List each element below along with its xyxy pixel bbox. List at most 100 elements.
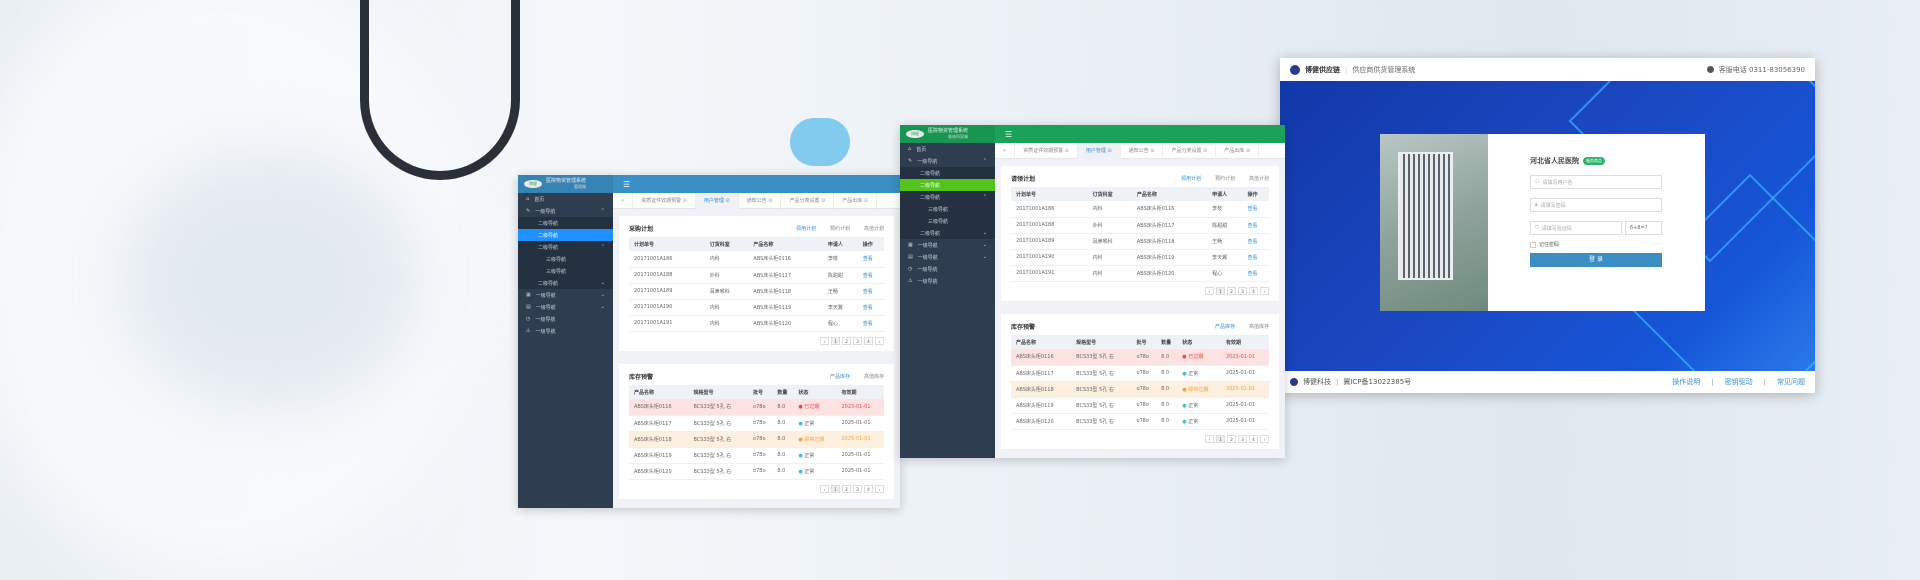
sidebar-item[interactable]: ✎ 一级导航 ⌃ bbox=[900, 155, 995, 167]
tab[interactable]: 通知公告 ⊙ bbox=[739, 192, 782, 209]
page-button[interactable]: 2 bbox=[842, 336, 851, 345]
sidebar-item[interactable]: ▤ 一级导航 ⌄ bbox=[900, 251, 995, 263]
sidebar-item[interactable]: 三级导航 bbox=[518, 253, 613, 265]
page-button[interactable]: ‹ bbox=[820, 484, 829, 493]
tab[interactable]: 产品出库 ⊙ bbox=[834, 192, 878, 209]
card-tab-link[interactable]: 产品库存 bbox=[1214, 323, 1235, 330]
footer-link-faq[interactable]: 常见问题 bbox=[1777, 378, 1805, 386]
page-button[interactable]: 3 bbox=[1238, 434, 1247, 443]
card-tab-link[interactable]: 预约计划 bbox=[829, 225, 850, 232]
sidebar-item[interactable]: ▦ 一级导航 ⌄ bbox=[900, 239, 995, 251]
page-button[interactable]: 1 bbox=[831, 336, 840, 345]
tab-close-icon[interactable]: ⊙ bbox=[1105, 147, 1112, 154]
page-button[interactable]: 4 bbox=[864, 484, 873, 493]
card-tab-link[interactable]: 高值库存 bbox=[1248, 323, 1269, 330]
sidebar-item[interactable]: 二级导航 bbox=[900, 167, 995, 179]
password-input[interactable]: 🔒︎ 请填写密码 bbox=[1530, 198, 1662, 212]
tab-close-icon[interactable]: ⊙ bbox=[723, 197, 730, 204]
tab-close-icon[interactable]: ⊙ bbox=[681, 197, 687, 204]
page-button[interactable]: 1 bbox=[1216, 286, 1225, 295]
page-button[interactable]: 4 bbox=[1249, 434, 1258, 443]
collapse-tabs-icon[interactable]: « bbox=[613, 192, 634, 209]
view-link[interactable]: 查看 bbox=[857, 315, 884, 332]
card-tab-link[interactable]: 高值计划 bbox=[1248, 175, 1269, 182]
tab-close-icon[interactable]: ⊙ bbox=[1244, 147, 1251, 154]
view-link[interactable]: 查看 bbox=[1242, 233, 1269, 250]
tab[interactable]: 产品分类设置 ⊙ bbox=[781, 192, 835, 209]
view-link[interactable]: 查看 bbox=[857, 299, 884, 316]
sidebar-item[interactable]: 二级导航 ⌃ bbox=[518, 241, 613, 253]
page-button[interactable]: › bbox=[1260, 434, 1269, 443]
tab-close-icon[interactable]: ⊙ bbox=[766, 197, 773, 204]
menu-icon[interactable]: ☰ bbox=[623, 179, 631, 189]
footer-link-manual[interactable]: 操作说明 bbox=[1672, 378, 1701, 386]
sidebar-item[interactable]: ▤ 一级导航 ⌄ bbox=[518, 301, 613, 313]
view-link[interactable]: 查看 bbox=[857, 283, 884, 300]
page-button[interactable]: 4 bbox=[864, 336, 873, 345]
sidebar-item[interactable]: ◷ 一级导航 bbox=[900, 263, 995, 275]
page-button[interactable]: ‹ bbox=[1205, 434, 1214, 443]
page-button[interactable]: 2 bbox=[842, 484, 851, 493]
card-tab-link[interactable]: 领用计划 bbox=[795, 225, 816, 232]
card-tab-link[interactable]: 产品库存 bbox=[829, 373, 850, 380]
sidebar-item[interactable]: 二级导航 ⌄ bbox=[900, 227, 995, 239]
tab[interactable]: 用户管理 ⊙ bbox=[695, 192, 739, 209]
page-button[interactable]: 2 bbox=[1227, 286, 1236, 295]
tab-close-icon[interactable]: ⊙ bbox=[1148, 147, 1155, 154]
sidebar-item[interactable]: 二级导航 bbox=[518, 229, 613, 241]
sidebar-item[interactable]: 三级导航 bbox=[518, 265, 613, 277]
card-tab-link[interactable]: 领用计划 bbox=[1180, 175, 1201, 182]
tab-close-icon[interactable]: ⊙ bbox=[819, 197, 826, 204]
sidebar-item[interactable]: ⌂ 首页 bbox=[518, 193, 613, 205]
page-button[interactable]: 3 bbox=[853, 336, 862, 345]
card-tab-link[interactable]: 预约计划 bbox=[1214, 175, 1235, 182]
sidebar-item[interactable]: 二级导航 bbox=[900, 179, 995, 191]
sidebar-item[interactable]: 三级导航 bbox=[900, 215, 995, 227]
view-link[interactable]: 查看 bbox=[1242, 249, 1269, 266]
tab-close-icon[interactable]: ⊙ bbox=[1201, 147, 1208, 154]
tab[interactable]: 资质证件效期预警 ⊙ bbox=[633, 192, 696, 209]
tab[interactable]: 资质证件效期预警 ⊙ bbox=[1015, 142, 1078, 159]
page-button[interactable]: 2 bbox=[1227, 434, 1236, 443]
username-input[interactable]: ⚇ 请填写用户名 bbox=[1530, 175, 1662, 189]
page-button[interactable]: ‹ bbox=[820, 336, 829, 345]
tab[interactable]: 通知公告 ⊙ bbox=[1121, 142, 1164, 159]
page-button[interactable]: ‹ bbox=[1205, 286, 1214, 295]
sidebar-item[interactable]: 二级导航 ⌃ bbox=[900, 191, 995, 203]
view-link[interactable]: 查看 bbox=[857, 267, 884, 284]
page-button[interactable]: 4 bbox=[1249, 286, 1258, 295]
page-button[interactable]: 1 bbox=[831, 484, 840, 493]
tab[interactable]: 用户管理 ⊙ bbox=[1077, 142, 1121, 159]
sidebar-item[interactable]: 二级导航 bbox=[518, 217, 613, 229]
login-button[interactable]: 登 录 bbox=[1530, 253, 1662, 267]
sidebar-item[interactable]: 二级导航 ⌄ bbox=[518, 277, 613, 289]
remember-checkbox[interactable] bbox=[1530, 241, 1536, 248]
captcha-image[interactable]: 6+8=? bbox=[1625, 221, 1662, 235]
menu-icon[interactable]: ☰ bbox=[1005, 129, 1013, 139]
page-button[interactable]: › bbox=[875, 484, 884, 493]
page-button[interactable]: 3 bbox=[853, 484, 862, 493]
sidebar-item[interactable]: ⚠ 一级导航 bbox=[518, 325, 613, 337]
view-link[interactable]: 查看 bbox=[1242, 265, 1269, 282]
tab-close-icon[interactable]: ⊙ bbox=[862, 197, 869, 204]
footer-link-driver[interactable]: 密钥驱动 bbox=[1724, 378, 1753, 386]
page-button[interactable]: › bbox=[875, 336, 884, 345]
sidebar-item[interactable]: ✎ 一级导航 ⌃ bbox=[518, 205, 613, 217]
page-button[interactable]: 3 bbox=[1238, 286, 1247, 295]
card-tab-link[interactable]: 高值计划 bbox=[863, 225, 884, 232]
view-link[interactable]: 查看 bbox=[1242, 201, 1269, 218]
tab[interactable]: 产品出库 ⊙ bbox=[1216, 142, 1260, 159]
sidebar-item[interactable]: ▦ 一级导航 ⌄ bbox=[518, 289, 613, 301]
captcha-input[interactable]: ⛉ 请填写验证码 bbox=[1530, 221, 1622, 235]
tab-close-icon[interactable]: ⊙ bbox=[1063, 147, 1069, 154]
sidebar-item[interactable]: ◷ 一级导航 bbox=[518, 313, 613, 325]
collapse-tabs-icon[interactable]: « bbox=[995, 142, 1016, 159]
tab[interactable]: 产品分类设置 ⊙ bbox=[1163, 142, 1217, 159]
sidebar-item[interactable]: 三级导航 bbox=[900, 203, 995, 215]
view-link[interactable]: 查看 bbox=[857, 251, 884, 268]
sidebar-item[interactable]: ⌂ 首页 bbox=[900, 143, 995, 155]
page-button[interactable]: 1 bbox=[1216, 434, 1225, 443]
view-link[interactable]: 查看 bbox=[1242, 217, 1269, 234]
card-tab-link[interactable]: 高值库存 bbox=[863, 373, 884, 380]
sidebar-item[interactable]: ⚠ 一级导航 bbox=[900, 275, 995, 287]
